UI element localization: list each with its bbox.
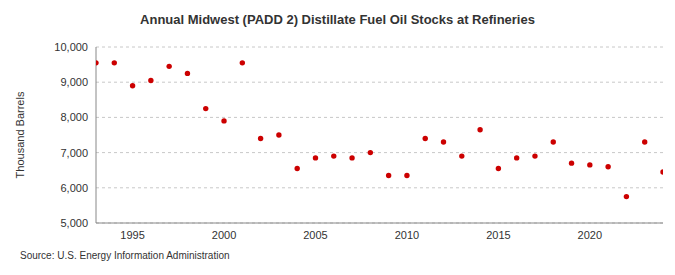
html-text:Source: U.S. Energy Informatio: Source: U.S. Energy Information Administ… <box>20 250 230 261</box>
svg-text:7,000: 7,000 <box>60 147 88 159</box>
svg-text:8,000: 8,000 <box>60 111 88 123</box>
svg-text:Thousand Barrels: Thousand Barrels <box>14 91 26 178</box>
svg-text:2000: 2000 <box>212 229 236 241</box>
svg-text:2020: 2020 <box>578 229 602 241</box>
svg-text:2010: 2010 <box>395 229 419 241</box>
svg-text:1995: 1995 <box>120 229 144 241</box>
svg-text:2015: 2015 <box>486 229 510 241</box>
svg-text:9,000: 9,000 <box>60 76 88 88</box>
svg-text:5,000: 5,000 <box>60 217 88 229</box>
svg-text:10,000: 10,000 <box>54 41 88 53</box>
svg-text:6,000: 6,000 <box>60 182 88 194</box>
html-text:Annual Midwest (PADD 2) Distil: Annual Midwest (PADD 2) Distillate Fuel … <box>140 12 535 27</box>
svg-text:2005: 2005 <box>303 229 327 241</box>
